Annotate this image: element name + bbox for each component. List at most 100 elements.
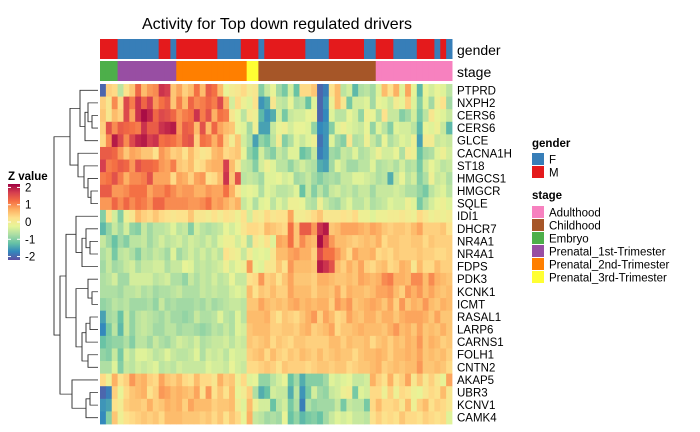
heatmap-cell — [176, 361, 183, 375]
heatmap-cell — [446, 134, 453, 148]
heatmap-cell — [252, 121, 259, 135]
heatmap-cell — [264, 184, 271, 198]
heatmap-cell — [346, 386, 353, 400]
heatmap-cell — [410, 184, 418, 198]
heatmap-cell — [270, 361, 277, 375]
heatmap-cell — [405, 197, 412, 211]
heatmap-cell — [305, 84, 312, 97]
heatmap-cell — [223, 235, 230, 249]
heatmap-cell — [446, 109, 453, 123]
color-scale-tick-label: 1 — [25, 200, 31, 212]
heatmap-cell — [141, 285, 148, 299]
heatmap-cell — [440, 247, 447, 261]
heatmap-cell — [100, 235, 107, 249]
heatmap-cell — [223, 361, 230, 375]
heatmap-cell — [428, 398, 435, 412]
heatmap-cell — [276, 348, 283, 362]
heatmap-cell — [252, 411, 259, 425]
heatmap-cell — [117, 298, 124, 312]
stage-annotation-cell — [334, 61, 342, 81]
heatmap-cell — [111, 260, 118, 274]
heatmap-cell — [328, 134, 336, 148]
heatmap-cell — [358, 109, 365, 123]
heatmap-cell — [299, 411, 306, 425]
heatmap-cell — [387, 335, 394, 349]
heatmap-cell — [240, 235, 248, 249]
heatmap-cell — [240, 222, 248, 236]
heatmap-cell — [305, 361, 312, 375]
heatmap-cell — [340, 172, 347, 186]
heatmap-cell — [176, 298, 183, 312]
heatmap-cell — [446, 411, 453, 425]
gender-annotation-cell — [211, 39, 218, 59]
heatmap-cell — [234, 184, 242, 198]
heatmap-cell — [252, 335, 259, 349]
heatmap-cell — [405, 84, 412, 97]
row-label: CERS6 — [457, 110, 495, 122]
heatmap-cell — [410, 260, 418, 274]
heatmap-cell — [164, 146, 171, 160]
heatmap-cell — [246, 335, 253, 349]
heatmap-cell — [264, 172, 271, 186]
heatmap-cell — [428, 121, 435, 135]
heatmap-cell — [276, 184, 283, 198]
heatmap-cell — [399, 197, 406, 211]
heatmap-cell — [188, 146, 195, 160]
heatmap-cell — [375, 184, 382, 198]
heatmap-cell — [422, 84, 429, 97]
heatmap-cell — [428, 235, 435, 249]
heatmap-cell — [399, 373, 406, 387]
heatmap-cell — [299, 373, 306, 387]
heatmap-cell — [270, 235, 277, 249]
heatmap-cell — [117, 323, 124, 337]
heatmap-cell — [146, 373, 154, 387]
heatmap-cell — [205, 184, 212, 198]
heatmap-cell — [410, 84, 418, 97]
heatmap-cell — [393, 96, 400, 110]
heatmap-cell — [234, 84, 242, 97]
heatmap-cell — [158, 398, 165, 412]
heatmap-cell — [182, 209, 189, 223]
heatmap-cell — [311, 323, 318, 337]
heatmap-cell — [240, 159, 248, 173]
gender-annotation-cell — [334, 39, 342, 59]
gender-annotation-cell — [416, 39, 424, 59]
heatmap-cell — [293, 348, 300, 362]
heatmap-cell — [369, 197, 377, 211]
legend-swatch — [532, 166, 544, 178]
heatmap-cell — [217, 247, 224, 261]
heatmap-cell — [440, 134, 447, 148]
heatmap-cell — [211, 109, 218, 123]
heatmap-cell — [399, 398, 406, 412]
heatmap-cell — [346, 146, 353, 160]
heatmap-cell — [410, 323, 418, 337]
heatmap-cell — [211, 310, 218, 324]
heatmap-cell — [305, 96, 312, 110]
heatmap-cell — [240, 272, 248, 286]
heatmap-cell — [141, 323, 148, 337]
heatmap-cell — [352, 386, 359, 400]
heatmap-cell — [322, 298, 330, 312]
heatmap-cell — [428, 184, 435, 198]
heatmap-cell — [434, 310, 441, 324]
heatmap-cell — [375, 310, 382, 324]
heatmap-cell — [405, 335, 412, 349]
heatmap-cell — [211, 197, 218, 211]
heatmap-cell — [381, 109, 388, 123]
heatmap-cell — [135, 247, 142, 261]
heatmap-cell — [141, 260, 148, 274]
heatmap-cell — [164, 235, 171, 249]
row-label: UBR3 — [457, 388, 488, 400]
heatmap-cell — [105, 184, 113, 198]
heatmap-cell — [135, 298, 142, 312]
heatmap-cell — [410, 361, 418, 375]
heatmap-cell — [135, 159, 142, 173]
heatmap-cell — [328, 310, 336, 324]
heatmap-cell — [446, 373, 453, 387]
heatmap-cell — [346, 298, 353, 312]
heatmap-cell — [399, 285, 406, 299]
heatmap-cell — [322, 310, 330, 324]
heatmap-cell — [234, 134, 242, 148]
heatmap-cell — [387, 172, 394, 186]
heatmap-cell — [446, 235, 453, 249]
